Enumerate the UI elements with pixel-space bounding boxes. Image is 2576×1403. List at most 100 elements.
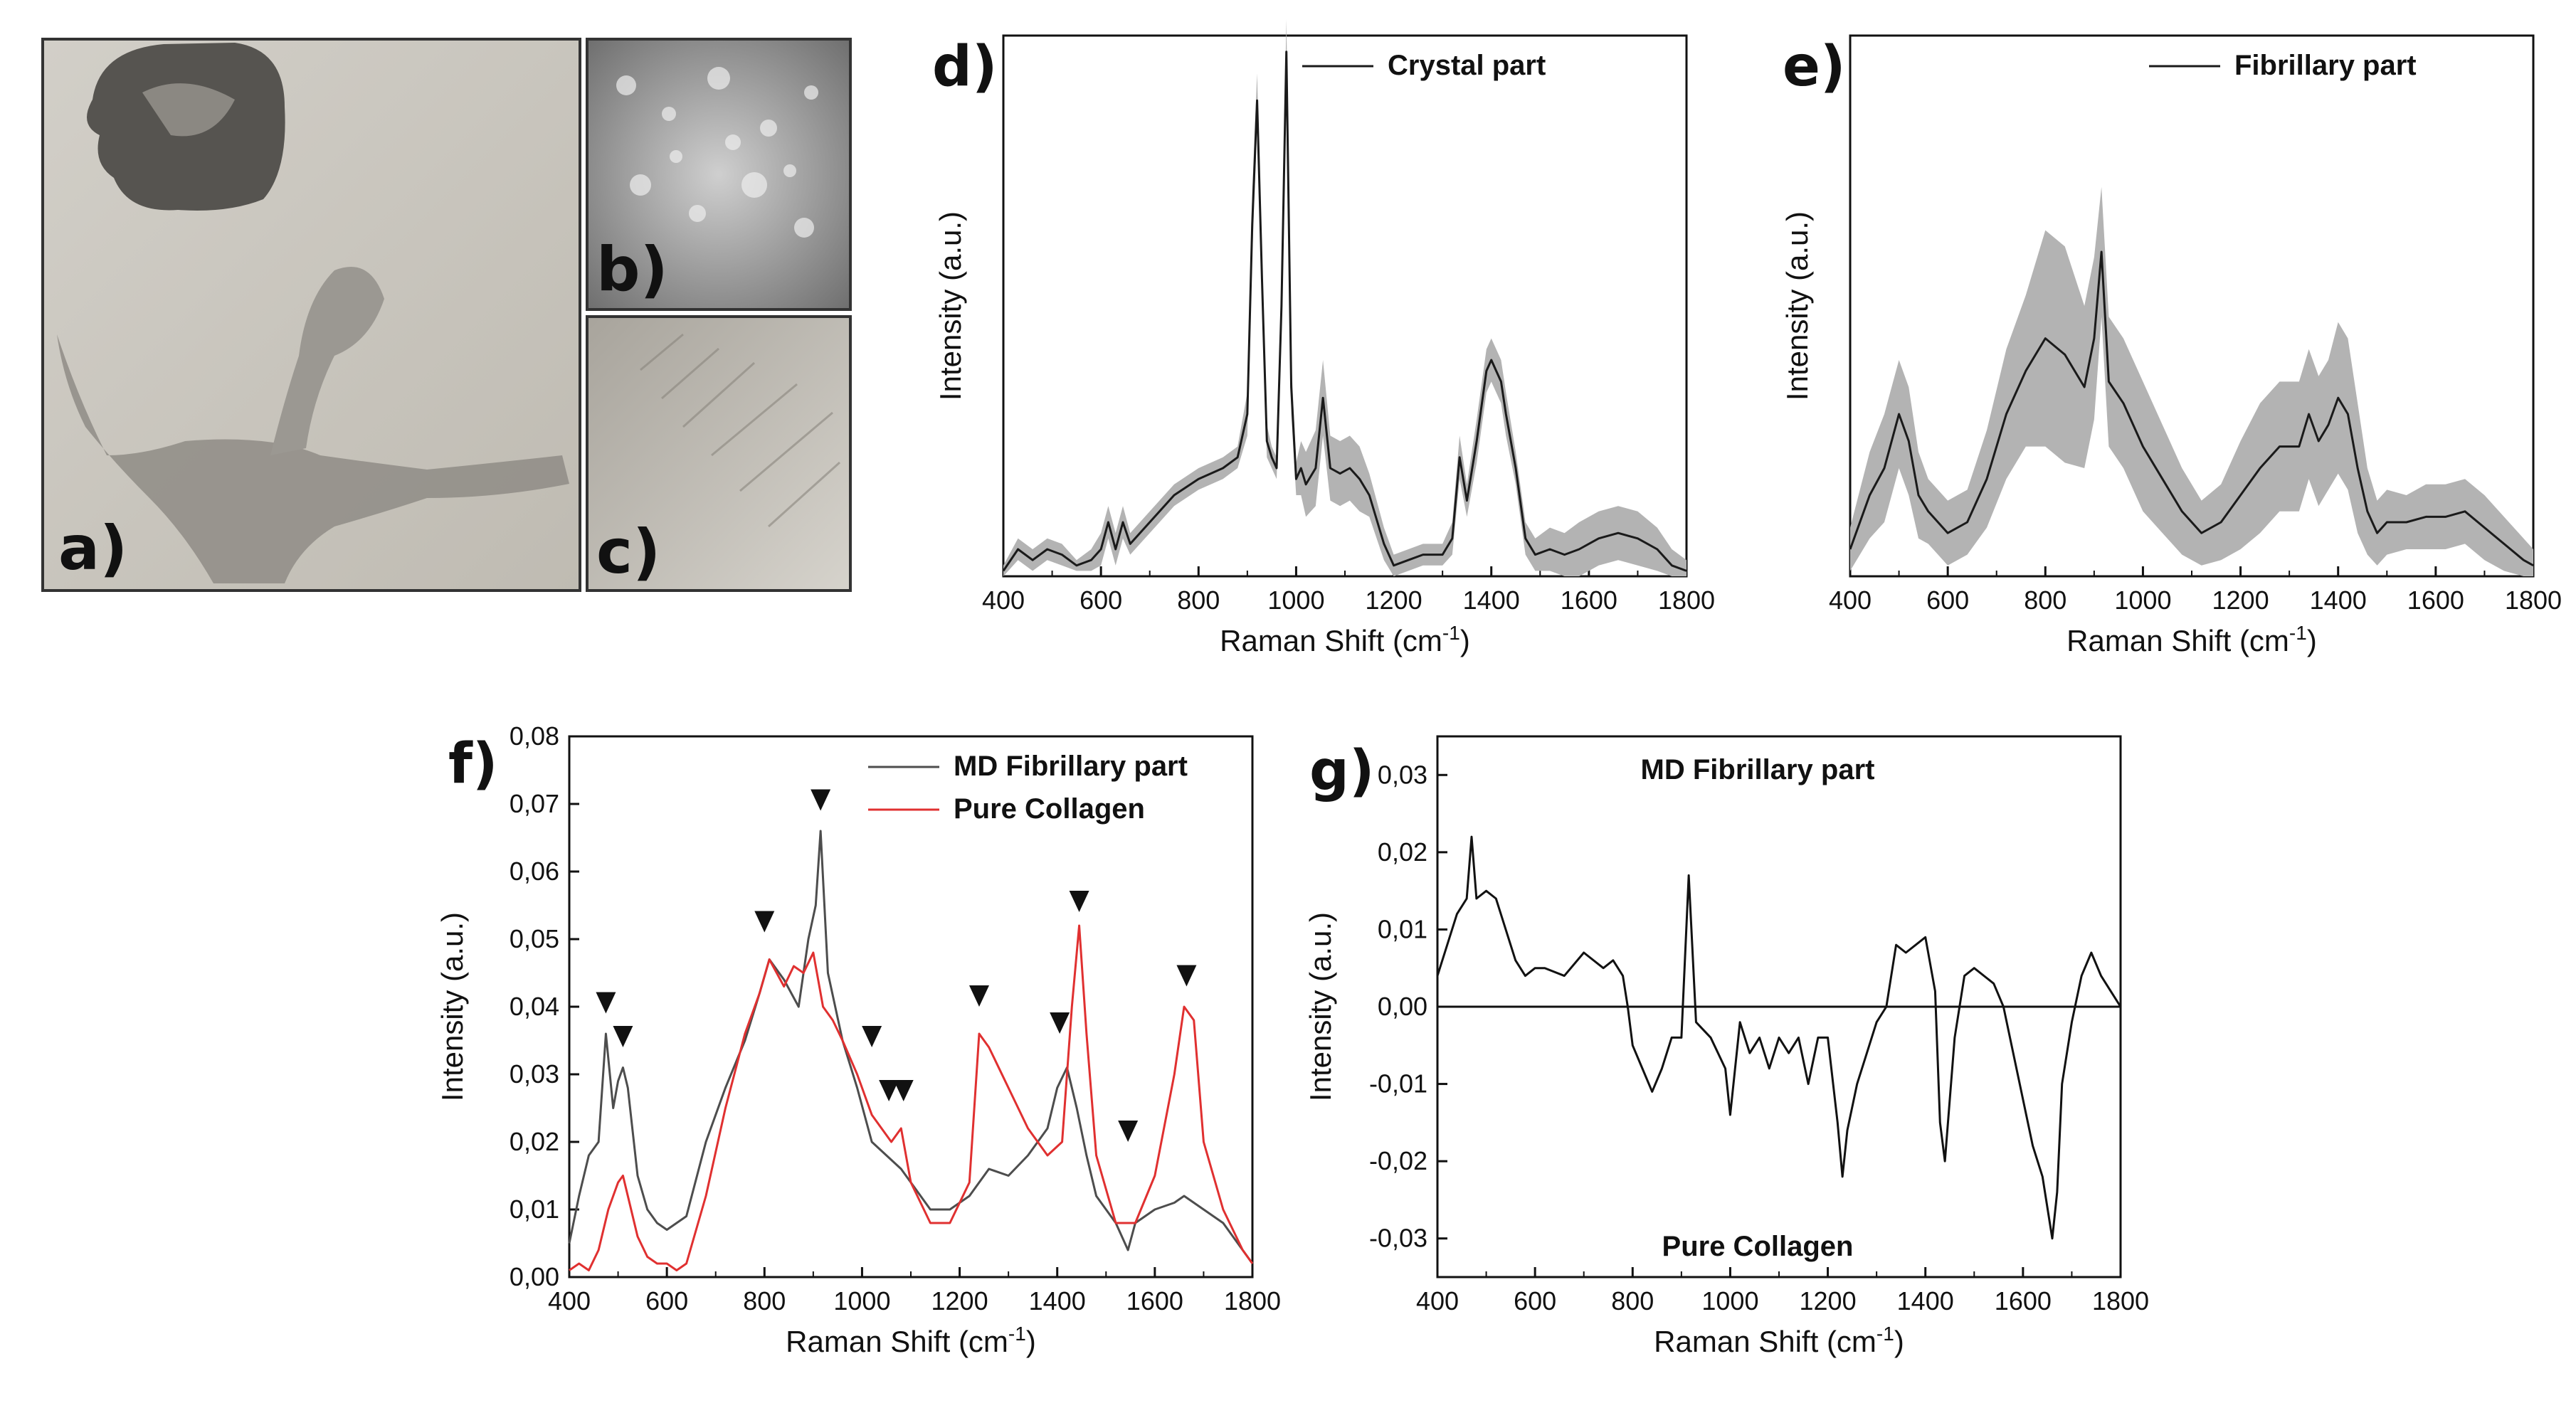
x-axis-title-sup: -1	[1442, 622, 1460, 644]
x-tick-label: 400	[1829, 586, 1872, 615]
x-tick-label: 1800	[2505, 586, 2562, 615]
x-tick-label: 800	[2024, 586, 2066, 615]
panel-label: f)	[448, 732, 498, 796]
y-tick-label: 0,07	[510, 789, 559, 818]
x-tick-label: 1600	[1126, 1286, 1183, 1315]
chart-d: d) 400 600 800 1000 1200 1400 1600 1800 Raman Shi…	[932, 19, 1715, 657]
x-tick-label: 1200	[1366, 586, 1422, 615]
peak-marker	[893, 1080, 914, 1101]
legend-label: Crystal part	[1388, 50, 1546, 81]
x-tick-label: 1000	[833, 1286, 890, 1315]
x-axis-title: Raman Shift (cm-1)	[786, 1323, 1036, 1358]
chart-f: f) 400 600 800 1000 1200 1400 1600 1800 0,00 0,01 0…	[436, 721, 1281, 1358]
x-axis-title: Raman Shift (cm-1)	[1220, 622, 1470, 657]
y-tick-label: -0,01	[1369, 1069, 1427, 1098]
series-band-0	[1003, 19, 1686, 576]
micrograph-b-label: b)	[596, 234, 668, 305]
x-tick-label: 1400	[1029, 1286, 1086, 1315]
x-axis-title-close: )	[1894, 1325, 1904, 1358]
y-tick-label: 0,05	[510, 924, 559, 953]
x-axis-title-text: Raman Shift (cm	[786, 1325, 1008, 1358]
panel-label: d)	[932, 35, 997, 99]
y-axis-title: Intensity (a.u.)	[436, 912, 469, 1101]
peak-marker	[613, 1026, 633, 1047]
x-tick-label: 600	[1080, 586, 1122, 615]
x-tick-label: 800	[1611, 1286, 1654, 1315]
y-tick-label: 0,06	[510, 857, 559, 886]
series-line-1	[569, 924, 1254, 1271]
series-line-0	[568, 830, 1254, 1264]
y-tick-label: 0,02	[1378, 837, 1427, 867]
x-axis-title-sup: -1	[1008, 1323, 1026, 1345]
x-axis-title-text: Raman Shift (cm	[1220, 624, 1442, 657]
y-tick-label: 0,00	[1378, 992, 1427, 1021]
series-line-0	[1436, 835, 2122, 1240]
y-tick-label: 0,01	[510, 1195, 559, 1224]
x-axis-title-close: )	[1460, 624, 1470, 657]
peak-marker	[1176, 965, 1197, 987]
x-tick-label: 1000	[2114, 586, 2171, 615]
x-axis-title: Raman Shift (cm-1)	[1654, 1323, 1904, 1358]
y-tick-label: 0,01	[1378, 914, 1427, 943]
x-tick-label: 1800	[1658, 586, 1715, 615]
panel-label: g)	[1309, 739, 1374, 803]
x-tick-label: 800	[1177, 586, 1220, 615]
x-tick-label: 1200	[2212, 586, 2269, 615]
y-tick-label: -0,03	[1369, 1224, 1427, 1253]
peak-marker	[811, 789, 831, 811]
y-tick-label: 0,00	[510, 1262, 559, 1291]
series-line-0	[1002, 51, 1687, 572]
y-tick-label: 0,03	[510, 1059, 559, 1089]
peak-marker	[596, 992, 616, 1014]
y-axis-title: Intensity (a.u.)	[1304, 912, 1337, 1101]
x-tick-label: 1600	[2407, 586, 2464, 615]
x-axis-title-sup: -1	[2289, 622, 2307, 644]
x-axis-title-close: )	[2307, 624, 2317, 657]
x-tick-label: 600	[645, 1286, 688, 1315]
x-tick-label: 1600	[1561, 586, 1617, 615]
legend-label: Pure Collagen	[954, 793, 1145, 825]
x-tick-label: 1400	[1897, 1286, 1954, 1315]
x-tick-label: 1200	[931, 1286, 988, 1315]
x-axis-title-sup: -1	[1876, 1323, 1894, 1345]
y-tick-label: 0,04	[510, 992, 559, 1021]
x-axis-title-text: Raman Shift (cm	[2066, 624, 2289, 657]
x-tick-label: 1800	[1224, 1286, 1281, 1315]
peak-marker	[754, 911, 775, 933]
peak-marker	[1118, 1121, 1139, 1142]
micrograph-c: c)	[586, 315, 852, 592]
x-tick-label: 1800	[2092, 1286, 2149, 1315]
x-tick-label: 400	[1416, 1286, 1459, 1315]
x-tick-label: 1400	[1463, 586, 1520, 615]
peak-marker	[862, 1026, 882, 1047]
peak-marker	[969, 985, 989, 1007]
y-tick-label: -0,02	[1369, 1146, 1427, 1175]
panel-label: e)	[1783, 35, 1846, 99]
y-tick-label: 0,02	[510, 1127, 559, 1156]
annotation-bottom: Pure Collagen	[1662, 1231, 1854, 1262]
micrograph-a-label: a)	[58, 513, 127, 584]
legend-label: MD Fibrillary part	[954, 751, 1188, 782]
y-tick-label: 0,03	[1378, 760, 1427, 789]
chart-g: g) 400 600 800 1000 1200 1400 1600 1800 -0,03 -0,0…	[1304, 735, 2149, 1358]
micrograph-a: a)	[41, 38, 581, 592]
y-axis-title: Intensity (a.u.)	[934, 211, 967, 401]
x-tick-label: 1400	[2310, 586, 2367, 615]
peak-marker	[879, 1080, 899, 1101]
x-axis-title-text: Raman Shift (cm	[1654, 1325, 1876, 1358]
y-tick-label: 0,08	[510, 721, 559, 751]
peak-marker	[1069, 891, 1089, 912]
legend-label: Fibrillary part	[2234, 50, 2417, 81]
series-band-0	[1850, 186, 2533, 576]
chart-e: e) 400 600 800 1000 1200 1400 1600 1800 Raman Shi…	[1780, 34, 2562, 657]
x-tick-label: 1000	[1701, 1286, 1758, 1315]
plot-frame	[568, 735, 1254, 1278]
x-axis-title: Raman Shift (cm-1)	[2066, 622, 2317, 657]
x-tick-label: 400	[982, 586, 1025, 615]
x-tick-label: 600	[1926, 586, 1969, 615]
annotation-top: MD Fibrillary part	[1641, 754, 1875, 785]
peak-marker	[1050, 1012, 1070, 1034]
x-tick-label: 600	[1514, 1286, 1556, 1315]
series-line-0	[1849, 250, 2534, 567]
